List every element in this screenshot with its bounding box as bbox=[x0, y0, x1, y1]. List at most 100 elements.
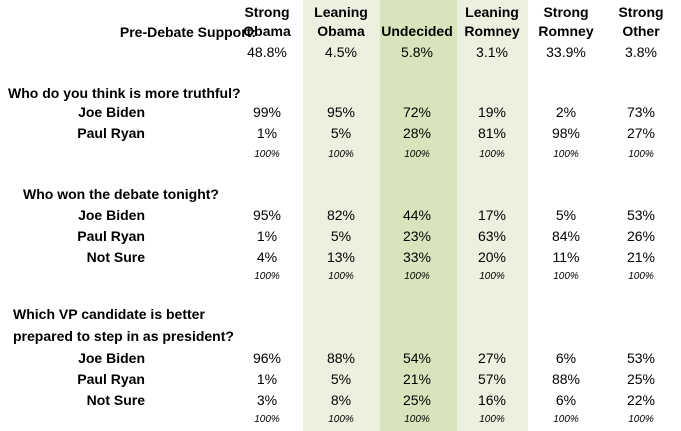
cell-strong-romney: 88% bbox=[551, 371, 581, 387]
strong-obama-header-line2: Obama bbox=[243, 23, 291, 39]
cell-leaning-romney: 16% bbox=[477, 392, 507, 408]
row-label: Not Sure bbox=[86, 249, 145, 265]
total-leaning-obama: 100% bbox=[328, 271, 354, 282]
leaning-romney-support-value: 3.1% bbox=[476, 44, 508, 60]
cell-leaning-obama: 88% bbox=[326, 350, 356, 366]
total-undecided: 100% bbox=[404, 149, 430, 160]
cell-leaning-obama: 82% bbox=[326, 207, 356, 223]
total-strong-obama: 100% bbox=[254, 414, 280, 425]
leaning-obama-support-value: 4.5% bbox=[325, 44, 357, 60]
cell-undecided: 21% bbox=[402, 371, 432, 387]
cell-strong-other: 53% bbox=[626, 350, 656, 366]
cell-strong-other: 21% bbox=[626, 249, 656, 265]
row-label: Joe Biden bbox=[78, 104, 145, 120]
cell-leaning-obama: 8% bbox=[330, 392, 352, 408]
cell-leaning-romney: 19% bbox=[477, 104, 507, 120]
cell-leaning-romney: 81% bbox=[477, 125, 507, 141]
cell-strong-other: 22% bbox=[626, 392, 656, 408]
cell-strong-obama: 99% bbox=[252, 104, 282, 120]
total-strong-other: 100% bbox=[628, 149, 654, 160]
strong-other-header-line2: Other bbox=[622, 23, 660, 39]
total-strong-romney: 100% bbox=[553, 414, 579, 425]
total-strong-romney: 100% bbox=[553, 149, 579, 160]
total-leaning-romney: 100% bbox=[479, 414, 505, 425]
leaning-obama-shade bbox=[303, 0, 380, 431]
cell-undecided: 72% bbox=[402, 104, 432, 120]
cell-strong-obama: 95% bbox=[252, 207, 282, 223]
leaning-obama-header-line1: Leaning bbox=[314, 4, 368, 20]
row-label: Paul Ryan bbox=[77, 371, 145, 387]
total-undecided: 100% bbox=[404, 414, 430, 425]
undecided-shade bbox=[380, 0, 457, 431]
strong-other-support-value: 3.8% bbox=[625, 44, 657, 60]
pre-debate-support-label: Pre-Debate Support: bbox=[119, 24, 256, 40]
cell-strong-romney: 2% bbox=[555, 104, 577, 120]
cell-leaning-obama: 95% bbox=[326, 104, 356, 120]
leaning-romney-header-line2: Romney bbox=[464, 23, 520, 39]
row-label: Paul Ryan bbox=[77, 125, 145, 141]
cell-leaning-romney: 57% bbox=[477, 371, 507, 387]
strong-romney-header-line2: Romney bbox=[538, 23, 594, 39]
question-3-line-1: Which VP candidate is better bbox=[13, 306, 205, 322]
cell-strong-obama: 1% bbox=[256, 228, 278, 244]
cell-strong-romney: 6% bbox=[555, 350, 577, 366]
cell-leaning-obama: 5% bbox=[330, 371, 352, 387]
undecided-header-line2: Undecided bbox=[381, 23, 453, 39]
leaning-romney-header-line1: Leaning bbox=[465, 4, 519, 20]
total-leaning-obama: 100% bbox=[328, 414, 354, 425]
row-label: Joe Biden bbox=[78, 207, 145, 223]
strong-obama-support-value: 48.8% bbox=[247, 44, 287, 60]
strong-romney-header-line1: Strong bbox=[543, 4, 589, 20]
cell-strong-other: 53% bbox=[626, 207, 656, 223]
cell-leaning-romney: 27% bbox=[477, 350, 507, 366]
question-3-line-2: prepared to step in as president? bbox=[13, 328, 234, 344]
cell-undecided: 25% bbox=[402, 392, 432, 408]
strong-obama-header-line1: Strong bbox=[244, 4, 290, 20]
cell-undecided: 44% bbox=[402, 207, 432, 223]
undecided-support-value: 5.8% bbox=[401, 44, 433, 60]
row-label: Not Sure bbox=[86, 392, 145, 408]
cell-strong-obama: 96% bbox=[252, 350, 282, 366]
total-strong-romney: 100% bbox=[553, 271, 579, 282]
cell-strong-other: 26% bbox=[626, 228, 656, 244]
cell-leaning-romney: 20% bbox=[477, 249, 507, 265]
cell-strong-romney: 11% bbox=[552, 249, 580, 265]
total-strong-obama: 100% bbox=[254, 149, 280, 160]
cell-strong-other: 73% bbox=[626, 104, 656, 120]
cell-strong-romney: 98% bbox=[551, 125, 581, 141]
cell-strong-obama: 3% bbox=[256, 392, 278, 408]
strong-other-header-line1: Strong bbox=[618, 4, 664, 20]
cell-strong-obama: 4% bbox=[256, 249, 278, 265]
cell-strong-obama: 1% bbox=[256, 125, 278, 141]
cell-leaning-romney: 63% bbox=[477, 228, 507, 244]
total-strong-obama: 100% bbox=[254, 271, 280, 282]
cell-strong-other: 27% bbox=[626, 125, 656, 141]
total-undecided: 100% bbox=[404, 271, 430, 282]
row-label: Joe Biden bbox=[78, 350, 145, 366]
total-strong-other: 100% bbox=[628, 271, 654, 282]
total-strong-other: 100% bbox=[628, 414, 654, 425]
cell-undecided: 28% bbox=[402, 125, 432, 141]
question-1-line-1: Who do you think is more truthful? bbox=[8, 85, 241, 101]
leaning-romney-shade bbox=[457, 0, 528, 431]
total-leaning-obama: 100% bbox=[328, 149, 354, 160]
cell-strong-romney: 6% bbox=[555, 392, 577, 408]
total-leaning-romney: 100% bbox=[479, 271, 505, 282]
cell-strong-romney: 5% bbox=[555, 207, 577, 223]
total-leaning-romney: 100% bbox=[479, 149, 505, 160]
cell-undecided: 23% bbox=[402, 228, 432, 244]
cell-strong-obama: 1% bbox=[256, 371, 278, 387]
cell-undecided: 54% bbox=[402, 350, 432, 366]
question-2-line-1: Who won the debate tonight? bbox=[23, 186, 219, 202]
cell-strong-other: 25% bbox=[626, 371, 656, 387]
leaning-obama-header-line2: Obama bbox=[317, 23, 365, 39]
cell-leaning-romney: 17% bbox=[477, 207, 507, 223]
cell-leaning-obama: 5% bbox=[330, 125, 352, 141]
cell-leaning-obama: 13% bbox=[326, 249, 356, 265]
strong-romney-support-value: 33.9% bbox=[546, 44, 586, 60]
row-label: Paul Ryan bbox=[77, 228, 145, 244]
cell-leaning-obama: 5% bbox=[330, 228, 352, 244]
cell-undecided: 33% bbox=[402, 249, 432, 265]
cell-strong-romney: 84% bbox=[551, 228, 581, 244]
